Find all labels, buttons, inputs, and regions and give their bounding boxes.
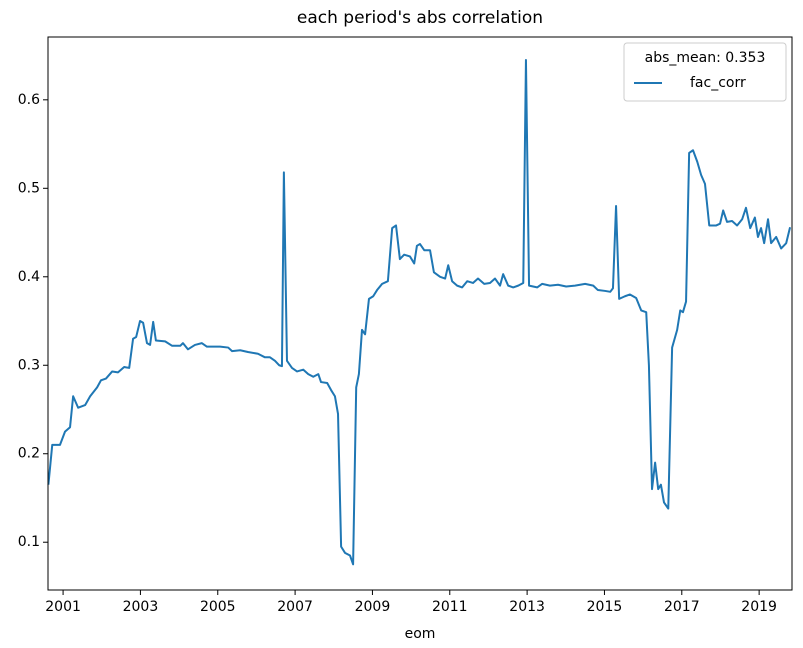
y-tick-label: 0.2	[18, 446, 40, 462]
y-tick-label: 0.5	[18, 180, 40, 196]
x-tick-label: 2017	[664, 599, 700, 615]
x-tick-label: 2019	[741, 599, 777, 615]
x-tick-label: 2013	[509, 599, 545, 615]
x-tick-label: 2011	[432, 599, 468, 615]
x-tick-label: 2003	[123, 599, 159, 615]
legend-box	[623, 42, 787, 102]
line	[47, 59, 792, 566]
x-tick-label: 2001	[45, 599, 81, 615]
y-tick-label: 0.6	[18, 92, 40, 108]
x-tick-label: 2009	[355, 599, 391, 615]
legend-title: abs_mean: 0.353	[645, 50, 766, 66]
x-axis-label: eom	[405, 626, 436, 642]
x-tick-label: 2007	[277, 599, 313, 615]
y-tick-label: 0.3	[18, 357, 40, 373]
x-tick-label: 2005	[200, 599, 236, 615]
axes-frame	[47, 36, 793, 591]
y-tick-label: 0.1	[18, 534, 40, 550]
legend-label: fac_corr	[690, 75, 746, 91]
y-tick-label: 0.4	[18, 269, 40, 285]
chart-title: each period's abs correlation	[297, 8, 543, 28]
x-tick-label: 2015	[587, 599, 623, 615]
